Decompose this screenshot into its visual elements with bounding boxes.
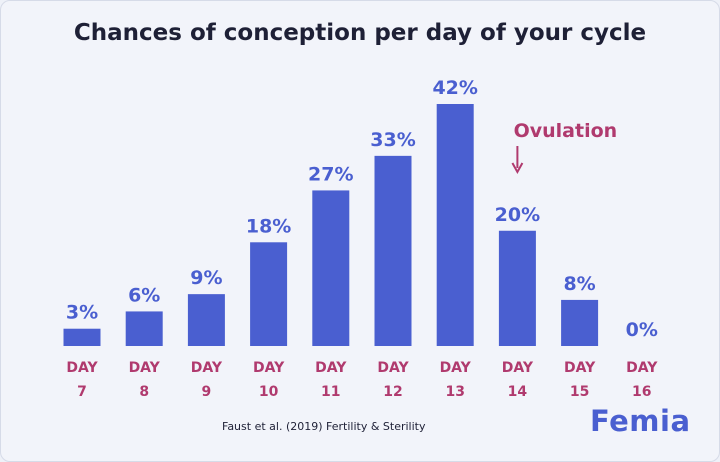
ovulation-arrowhead-icon [511, 162, 524, 175]
x-tick-label-3-line-2: 9 [202, 384, 212, 400]
brand-logo: Femia [590, 404, 691, 438]
x-tick-label-10-line-1: DAY [626, 360, 658, 376]
bar-2 [125, 311, 163, 346]
x-tick-label-4-line-2: 10 [259, 384, 279, 400]
x-tick-label-5-line-2: 11 [321, 384, 340, 400]
x-tick-label-9-line-1: DAY [564, 360, 596, 376]
value-label-8: 20% [495, 204, 540, 226]
bar-7 [436, 104, 474, 346]
value-label-9: 8% [563, 273, 595, 295]
value-label-6: 33% [370, 129, 415, 151]
x-tick-label-10-line-2: 16 [632, 384, 651, 400]
x-tick-label-8-line-2: 14 [508, 384, 528, 400]
x-tick-label-6-line-1: DAY [377, 360, 409, 376]
x-tick-label-7-line-1: DAY [440, 360, 472, 376]
value-label-4: 18% [246, 215, 291, 237]
x-tick-label-4-line-1: DAY [253, 360, 285, 376]
bar-4 [250, 242, 288, 346]
chart-title: Chances of conception per day of your cy… [73, 20, 647, 46]
x-tick-label-5-line-1: DAY [315, 360, 347, 376]
x-tick-label-9-line-2: 15 [570, 384, 589, 400]
source-citation: Faust et al. (2019) Fertility & Sterilit… [222, 420, 426, 433]
bar-8 [498, 230, 536, 346]
x-tick-label-3-line-1: DAY [191, 360, 223, 376]
bar-9 [561, 299, 599, 346]
bar-5 [312, 190, 350, 346]
value-label-2: 6% [128, 284, 160, 306]
x-tick-label-1-line-2: 7 [77, 384, 87, 400]
x-tick-label-1-line-1: DAY [66, 360, 98, 376]
value-label-1: 3% [66, 302, 98, 324]
x-tick-label-8-line-1: DAY [502, 360, 534, 376]
x-tick-label-7-line-2: 13 [445, 384, 464, 400]
x-tick-label-2-line-2: 8 [139, 384, 149, 400]
bar-1 [63, 328, 101, 346]
value-label-3: 9% [190, 267, 222, 289]
bar-6 [374, 155, 412, 346]
x-tick-label-2-line-1: DAY [129, 360, 161, 376]
value-label-10: 0% [626, 319, 658, 341]
value-label-7: 42% [432, 77, 477, 99]
x-tick-label-6-line-2: 12 [383, 384, 402, 400]
ovulation-annotation: Ovulation [514, 120, 618, 142]
value-label-5: 27% [308, 163, 353, 185]
bar-3 [187, 294, 225, 346]
